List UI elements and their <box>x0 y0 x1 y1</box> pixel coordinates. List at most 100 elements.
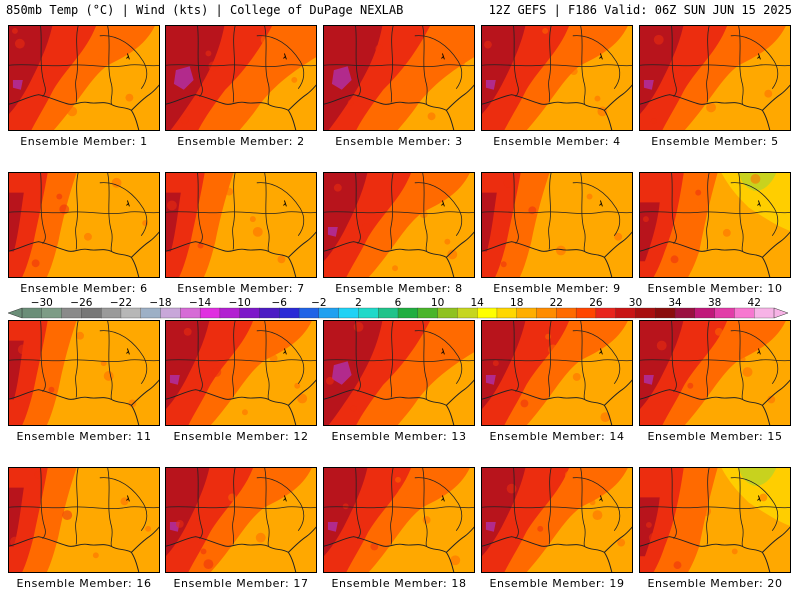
ensemble-member-label: Ensemble Member: 9 <box>493 282 621 295</box>
map-outlines <box>9 173 159 277</box>
ensemble-map-19 <box>481 467 633 573</box>
temperature-map <box>9 468 159 572</box>
ensemble-member-label: Ensemble Member: 10 <box>647 282 783 295</box>
colorbar-segment <box>101 307 122 319</box>
temperature-map <box>166 321 316 425</box>
ensemble-member-label: Ensemble Member: 20 <box>647 577 783 590</box>
colorbar-segment <box>279 307 300 319</box>
map-outlines <box>166 321 316 425</box>
ensemble-map-5 <box>639 25 791 131</box>
colorbar-segment <box>516 307 538 319</box>
colorbar-segment <box>595 307 617 319</box>
colorbar-segment <box>259 307 280 319</box>
colorbar-segment <box>199 307 221 319</box>
temperature-colorbar <box>8 307 788 319</box>
ensemble-member-label: Ensemble Member: 12 <box>173 430 309 443</box>
temperature-map <box>324 26 474 130</box>
colorbar-segment <box>61 307 82 319</box>
map-outlines <box>166 26 316 130</box>
ensemble-member-label: Ensemble Member: 6 <box>20 282 148 295</box>
colorbar-segment <box>417 307 439 319</box>
colorbar-segment <box>536 307 557 319</box>
colorbar-segment <box>655 307 676 319</box>
map-outlines <box>9 468 159 572</box>
temperature-map <box>482 173 632 277</box>
ensemble-member-label: Ensemble Member: 18 <box>331 577 467 590</box>
colorbar-tick-label: 14 <box>470 297 484 309</box>
colorbar-tick-label: 42 <box>747 297 761 309</box>
ensemble-map-16 <box>8 467 160 573</box>
colorbar-tick-label: 2 <box>355 297 362 309</box>
ensemble-member-label: Ensemble Member: 16 <box>16 577 152 590</box>
colorbar-tick-label: 6 <box>394 297 402 309</box>
colorbar-segment <box>120 307 142 319</box>
colorbar-tick-label: 18 <box>510 297 524 309</box>
ensemble-member-label: Ensemble Member: 1 <box>20 135 148 148</box>
temperature-map <box>482 321 632 425</box>
ensemble-member-label: Ensemble Member: 13 <box>331 430 467 443</box>
colorbar-left-arrow <box>8 307 23 319</box>
ensemble-map-13 <box>323 320 475 426</box>
colorbar-segment <box>556 307 577 319</box>
ensemble-member-label: Ensemble Member: 7 <box>177 282 305 295</box>
colorbar-segment <box>180 307 201 319</box>
temperature-map <box>9 26 159 130</box>
colorbar-tick-label: 10 <box>430 297 445 309</box>
colorbar-segment <box>457 307 478 319</box>
map-outlines <box>324 321 474 425</box>
ensemble-map-3 <box>323 25 475 131</box>
map-outlines <box>640 468 790 572</box>
colorbar-tick-label: 34 <box>668 297 682 309</box>
colorbar-segment <box>298 307 320 319</box>
map-outlines <box>166 468 316 572</box>
ensemble-map-4 <box>481 25 633 131</box>
colorbar-segment <box>496 307 518 319</box>
temperature-map <box>9 173 159 277</box>
colorbar-tick-label: 26 <box>589 297 603 309</box>
colorbar-tick-label: −14 <box>189 297 212 309</box>
colorbar-segment <box>635 307 656 319</box>
colorbar-tick-label: 30 <box>628 297 643 309</box>
map-outlines <box>482 173 632 277</box>
colorbar-segment <box>219 307 241 319</box>
ensemble-member-label: Ensemble Member: 5 <box>651 135 779 148</box>
colorbar-tick-label: −6 <box>271 297 287 309</box>
temperature-map <box>640 468 790 572</box>
map-outlines <box>482 26 632 130</box>
colorbar-tick-label: −10 <box>228 297 251 309</box>
map-outlines <box>640 26 790 130</box>
colorbar-segment <box>437 307 458 319</box>
map-title: 850mb Temp (°C) | Wind (kts) | College o… <box>6 3 404 17</box>
temperature-map <box>640 173 790 277</box>
map-outlines <box>324 173 474 277</box>
ensemble-member-label: Ensemble Member: 19 <box>489 577 625 590</box>
temperature-map <box>324 321 474 425</box>
colorbar-segment <box>714 307 735 319</box>
colorbar-tick-label: 38 <box>707 297 722 309</box>
ensemble-map-15 <box>639 320 791 426</box>
colorbar-segment <box>734 307 755 319</box>
colorbar-tick-label: 22 <box>549 297 563 309</box>
ensemble-map-7 <box>165 172 317 278</box>
colorbar-segment <box>397 307 419 319</box>
colorbar-segment <box>378 307 399 319</box>
temperature-map <box>482 468 632 572</box>
temperature-map <box>640 26 790 130</box>
ensemble-map-20 <box>639 467 791 573</box>
temperature-map <box>166 468 316 572</box>
map-outlines <box>482 321 632 425</box>
ensemble-map-10 <box>639 172 791 278</box>
ensemble-member-label: Ensemble Member: 11 <box>16 430 152 443</box>
ensemble-member-label: Ensemble Member: 15 <box>647 430 783 443</box>
ensemble-map-8 <box>323 172 475 278</box>
colorbar-tick-label: −30 <box>30 297 53 309</box>
map-outlines <box>324 26 474 130</box>
temperature-map <box>324 468 474 572</box>
colorbar-tick-label: −18 <box>149 297 172 309</box>
map-outlines <box>166 173 316 277</box>
colorbar-segment <box>754 307 775 319</box>
colorbar-segment <box>615 307 637 319</box>
map-outlines <box>9 321 159 425</box>
colorbar-tick-label: −2 <box>311 297 327 309</box>
ensemble-map-1 <box>8 25 160 131</box>
